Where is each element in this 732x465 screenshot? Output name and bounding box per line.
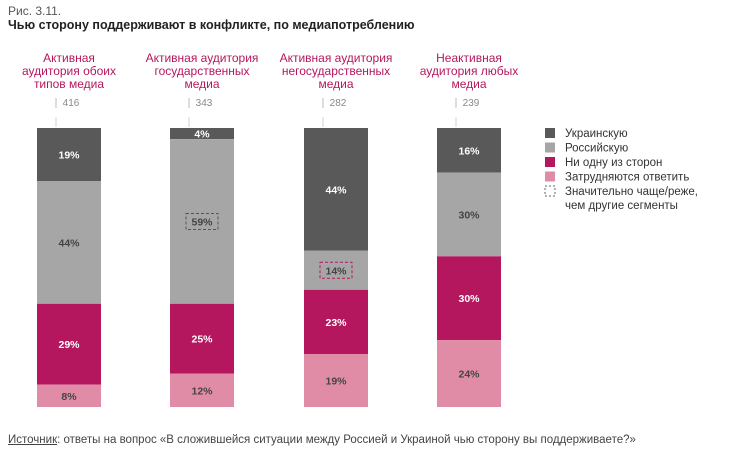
figure-label: Рис. 3.11. — [8, 4, 62, 18]
category-label-line: государственных — [154, 64, 249, 78]
source-label: Источник — [8, 434, 58, 446]
bar-segment-neither — [170, 303, 234, 374]
segment-value-label: 30% — [458, 293, 480, 305]
bar-segment-ukrainian — [170, 128, 234, 140]
category-label-line: негосударственных — [282, 64, 390, 78]
legend-swatch-undecided — [545, 171, 555, 182]
bar-segment-neither — [37, 303, 101, 385]
highlight-box — [319, 261, 353, 279]
category-label-line: типов медиа — [34, 77, 104, 91]
legend-swatch-russian — [545, 142, 555, 153]
sample-size-label: 282 — [330, 98, 347, 109]
highlight-box — [185, 212, 219, 230]
segment-value-label: 16% — [458, 145, 480, 157]
legend-label-neither: Ни одну из сторон — [565, 157, 662, 169]
category-label-line: аудитория любых — [420, 64, 519, 78]
bar-segment-undecided — [437, 340, 501, 407]
sample-size-label: 343 — [196, 98, 213, 109]
segment-value-label: 8% — [61, 391, 77, 403]
segment-value-label: 44% — [325, 184, 347, 196]
bar-segment-russian — [170, 139, 234, 304]
bar-segment-neither — [437, 256, 501, 341]
category-label-line: аудитория обоих — [22, 64, 116, 78]
sample-size-label: 416 — [63, 98, 80, 109]
segment-value-label: 4% — [194, 129, 210, 141]
legend-label-ukrainian: Украинскую — [565, 128, 628, 140]
bar-segment-ukrainian — [304, 128, 368, 251]
segment-value-label: 24% — [458, 369, 480, 381]
sample-size-label: 239 — [463, 98, 480, 109]
legend-label-russian: Российскую — [565, 143, 629, 155]
legend-label-highlight: Значительно чаще/реже, — [565, 186, 698, 198]
legend-swatch-neither — [545, 157, 555, 167]
segment-value-label: 23% — [325, 317, 347, 329]
bar-segment-ukrainian — [437, 128, 501, 173]
category-label-line: медиа — [318, 77, 353, 91]
bar-segment-neither — [304, 289, 368, 354]
segment-value-label: 19% — [325, 375, 347, 387]
bar-segment-ukrainian — [37, 128, 101, 182]
chart-title: Чью сторону поддерживают в конфликте, по… — [8, 18, 415, 32]
segment-value-label: 44% — [58, 237, 80, 249]
source-note: Источник: ответы на вопрос «В сложившейс… — [8, 434, 636, 446]
category-label-line: медиа — [184, 77, 219, 91]
bar-segment-russian — [437, 172, 501, 257]
legend-swatch-highlight — [544, 185, 556, 197]
bar-segment-russian — [37, 181, 101, 304]
category-label-line: Активная аудитория — [146, 51, 259, 65]
segment-value-label: 59% — [191, 216, 213, 228]
category-label-line: медиа — [451, 77, 486, 91]
category-label-line: Неактивная — [436, 51, 502, 65]
segment-value-label: 29% — [58, 339, 80, 351]
legend-swatch-ukrainian — [545, 128, 555, 138]
category-label-line: Активная аудитория — [280, 51, 393, 65]
bar-segment-undecided — [304, 353, 368, 407]
bar-segment-undecided — [170, 373, 234, 407]
segment-value-label: 14% — [325, 265, 347, 277]
bar-segment-undecided — [37, 384, 101, 407]
legend-label-undecided: Затрудняются ответить — [565, 172, 689, 184]
category-label-line: Активная — [43, 51, 95, 65]
segment-value-label: 25% — [191, 334, 213, 346]
bar-segment-russian — [304, 250, 368, 290]
segment-value-label: 30% — [458, 209, 480, 221]
segment-value-label: 19% — [58, 150, 80, 162]
segment-value-label: 12% — [191, 385, 213, 397]
legend-label-highlight: чем другие сегменты — [565, 200, 678, 212]
source-text: : ответы на вопрос «В сложившейся ситуац… — [57, 434, 636, 446]
